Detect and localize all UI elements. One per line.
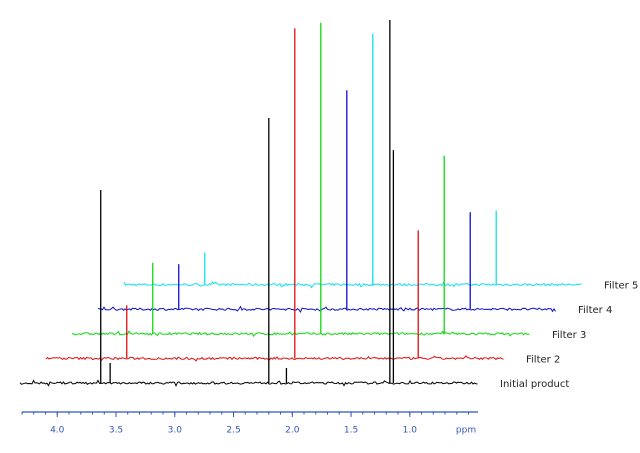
x-tick-label: 2.0 — [285, 426, 300, 436]
x-tick-label: 4.0 — [50, 426, 65, 436]
baseline — [71, 329, 530, 337]
legend-label: Filter 2 — [526, 354, 560, 365]
baseline — [97, 305, 556, 314]
baseline — [19, 379, 478, 388]
traces: Filter 5 Filter 4 Filter 3 Filter 2 Initial … — [19, 20, 638, 390]
x-tick-label: 1.5 — [344, 426, 358, 436]
legend-label: Filter 3 — [552, 330, 586, 341]
baseline — [123, 281, 582, 289]
baseline — [45, 355, 504, 362]
legend-label: Filter 5 — [604, 281, 638, 292]
x-tick-label: 2.5 — [226, 426, 240, 436]
x-tick-label: 3.5 — [109, 426, 123, 436]
legend-label: Filter 4 — [578, 305, 612, 316]
x-axis-label: ppm — [456, 426, 476, 436]
x-tick-label: 3.0 — [168, 426, 183, 436]
legend-label: Initial product — [500, 379, 569, 390]
x-tick-label: 1.0 — [403, 426, 418, 436]
